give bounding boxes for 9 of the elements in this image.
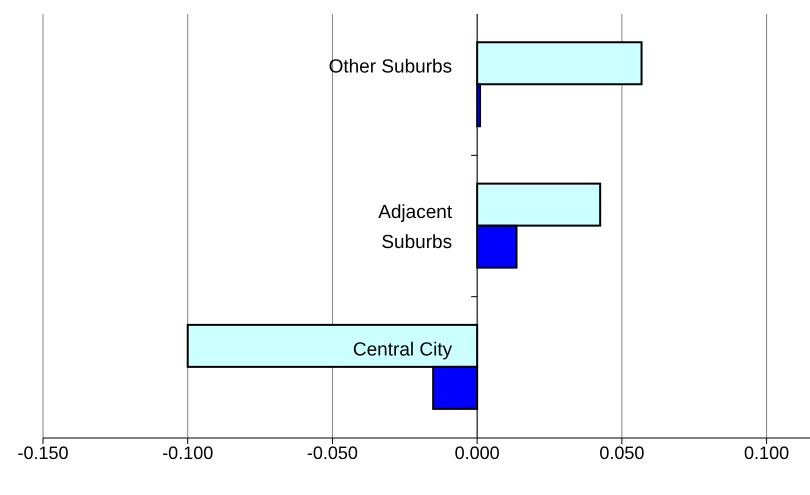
y-tick-label: Other Suburbs	[328, 56, 452, 78]
x-tick-label: 0.050	[599, 442, 644, 463]
x-tick-label: -0.050	[306, 442, 358, 463]
x-tick-label: 0.000	[454, 442, 500, 463]
y-tick-label: Central City	[352, 339, 453, 360]
y-tick-label: Adjacent Suburbs	[378, 202, 453, 253]
x-tick-label: -0.100	[162, 442, 214, 463]
x-tick-label: -0.150	[17, 442, 69, 463]
x-tick-label: 0.100	[744, 442, 790, 463]
